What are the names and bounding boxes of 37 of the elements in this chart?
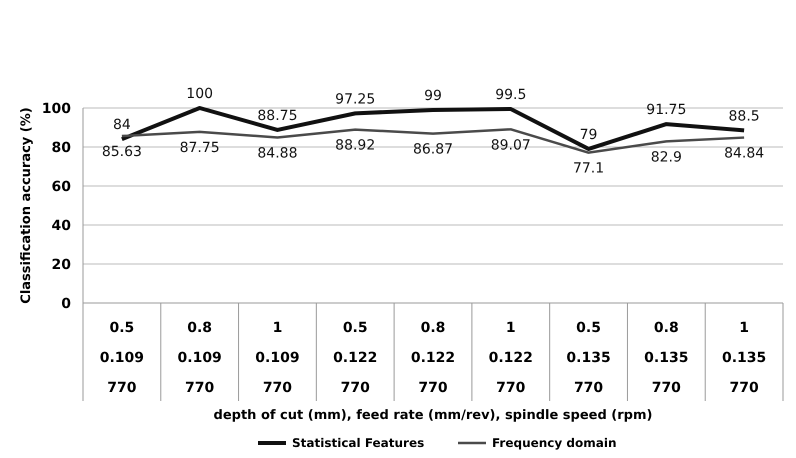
data-label: 84.84 (724, 146, 764, 162)
y-tick-label: 80 (52, 140, 72, 156)
y-tick-label: 100 (42, 101, 72, 117)
data-label: 84 (112, 117, 131, 134)
data-label: 88.92 (335, 138, 376, 154)
x-tick-label: 1 0.135 770 (722, 320, 766, 396)
data-label: 85.63 (102, 144, 142, 160)
data-label: 97.25 (335, 91, 376, 108)
y-tick-label: 40 (52, 218, 72, 234)
data-label: 99.5 (495, 86, 526, 103)
data-label: 100 (186, 86, 214, 102)
data-label: 88.75 (257, 108, 298, 124)
x-tick-label: 1 0.109 770 (255, 320, 300, 396)
data-label: 82.9 (650, 149, 682, 166)
data-label: 87.75 (180, 140, 220, 156)
data-label: 86.87 (412, 142, 454, 158)
y-tick-label: 20 (52, 257, 72, 273)
data-label: 88.5 (728, 108, 760, 124)
x-tick-label: 0.8 0.135 770 (644, 320, 688, 396)
data-label: 89.07 (490, 137, 531, 154)
x-tick-label: 0.5 0.135 770 (566, 320, 611, 396)
x-tick-label: 0.8 0.109 770 (178, 320, 222, 396)
legend-label: Frequency domain (492, 436, 617, 450)
x-tick-label: 1 0.122 770 (488, 320, 533, 396)
y-tick-label: 0 (61, 296, 72, 312)
x-axis-title: depth of cut (mm), feed rate (mm/rev), spindle speed (rpm) (214, 408, 652, 423)
x-tick-label: 0.8 0.122 770 (410, 320, 456, 396)
y-tick-label: 60 (52, 179, 72, 195)
data-label: 84.88 (257, 145, 298, 162)
data-label: 91.75 (646, 102, 686, 118)
data-label: 79 (580, 126, 598, 143)
data-label: 77.1 (572, 160, 604, 177)
x-tick-label: 0.5 0.122 770 (333, 320, 378, 396)
x-tick-label: 0.5 0.109 770 (100, 320, 144, 396)
y-axis-title: Classification accuracy (%) (19, 107, 34, 304)
data-label: 99 (424, 88, 442, 104)
legend-label: Statistical Features (292, 436, 424, 450)
